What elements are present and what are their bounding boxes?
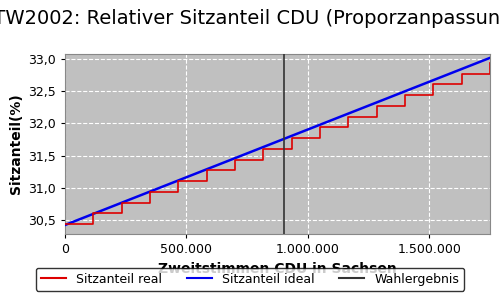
Y-axis label: Sitzanteil(%): Sitzanteil(%): [8, 94, 22, 194]
Legend: Sitzanteil real, Sitzanteil ideal, Wahlergebnis: Sitzanteil real, Sitzanteil ideal, Wahle…: [36, 268, 464, 291]
X-axis label: Zweitstimmen CDU in Sachsen: Zweitstimmen CDU in Sachsen: [158, 262, 397, 276]
Text: BTW2002: Relativer Sitzanteil CDU (Proporzanpassung): BTW2002: Relativer Sitzanteil CDU (Propo…: [0, 9, 500, 28]
